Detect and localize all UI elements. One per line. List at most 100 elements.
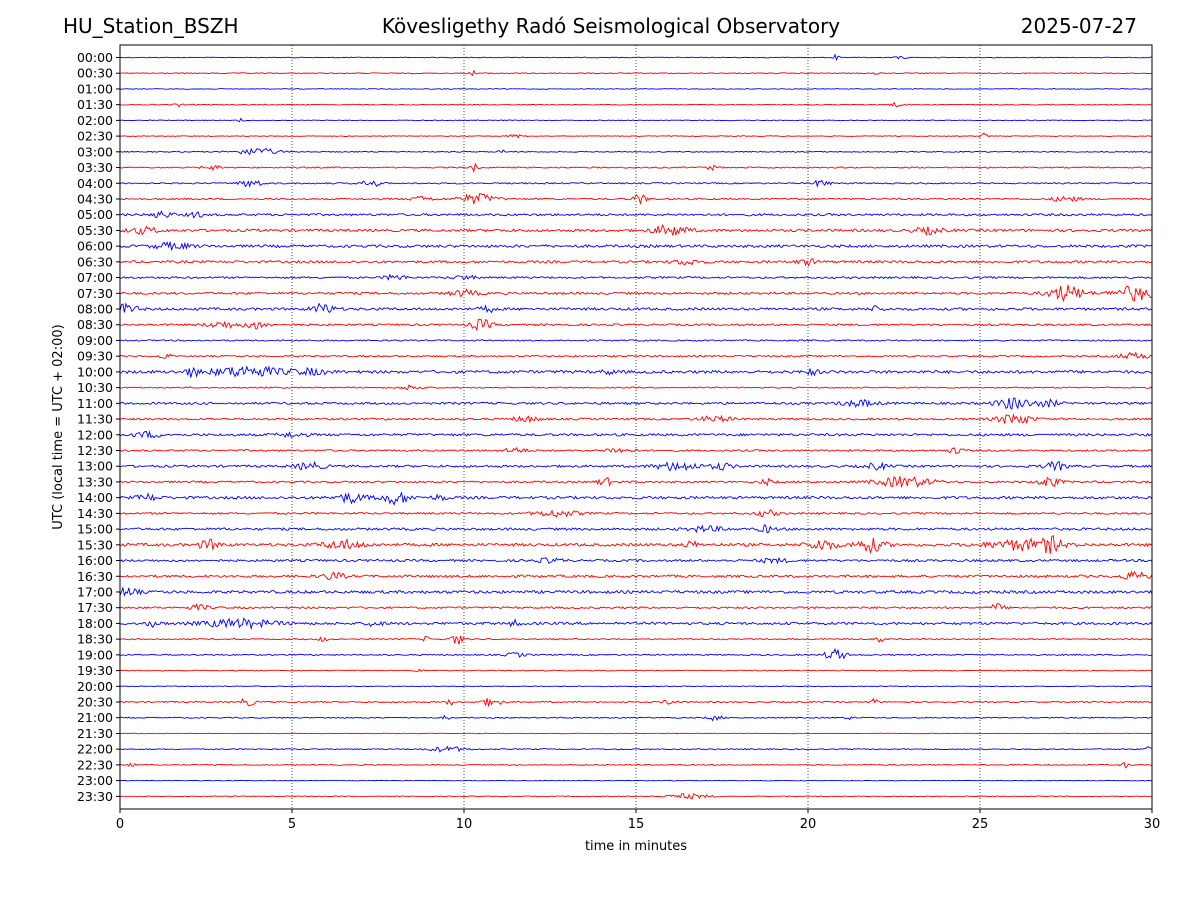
y-tick-label: 04:00: [77, 176, 113, 191]
y-tick-label: 15:30: [77, 537, 113, 552]
y-tick-label: 02:30: [77, 129, 113, 144]
trace-1900: [119, 647, 1152, 660]
trace-0600: [119, 241, 1153, 251]
y-tick-label: 08:00: [77, 302, 113, 317]
trace-1430: [119, 509, 1153, 518]
y-tick-label: 18:00: [77, 616, 113, 631]
y-tick-label: 10:00: [77, 364, 113, 379]
y-tick-label: 04:30: [77, 191, 113, 206]
y-tick-label: 17:30: [77, 600, 113, 615]
trace-0230: [119, 132, 1153, 139]
y-tick-label: 06:30: [77, 254, 113, 269]
y-tick-label: 22:00: [77, 742, 113, 757]
y-tick-label: 11:30: [77, 412, 113, 427]
x-tick-label: 20: [800, 817, 817, 832]
x-axis-label: time in minutes: [585, 839, 687, 854]
trace-1630: [119, 570, 1153, 580]
trace-2200: [119, 745, 1153, 753]
trace-0630: [119, 258, 1153, 267]
y-tick-label: 08:30: [77, 317, 113, 332]
y-tick-label: 23:30: [77, 789, 113, 804]
trace-1730: [119, 603, 1152, 612]
y-tick-label: 13:30: [77, 474, 113, 489]
x-tick-labels: 0 5 10 15 20 25 30: [116, 809, 1160, 832]
x-tick-label: 5: [288, 817, 296, 832]
y-tick-label: 12:00: [77, 427, 113, 442]
y-tick-label: 07:30: [77, 286, 113, 301]
trace-2230: [119, 761, 1153, 769]
y-tick-label: 20:00: [77, 679, 113, 694]
trace-0930: [119, 351, 1153, 360]
trace-0130: [119, 101, 1152, 108]
y-axis-label: UTC (local time = UTC + 02:00): [51, 324, 66, 529]
y-tick-label: 06:00: [77, 239, 113, 254]
trace-0900: [119, 339, 1153, 342]
y-tick-label: 10:30: [77, 380, 113, 395]
chart-title: Kövesligethy Radó Seismological Observat…: [381, 14, 841, 38]
y-tick-label: 09:00: [77, 333, 113, 348]
x-tick-label: 15: [628, 817, 645, 832]
y-tick-label: 14:30: [77, 506, 113, 521]
trace-1200: [120, 430, 1153, 439]
trace-1130: [119, 412, 1153, 425]
y-tick-label: 16:00: [77, 553, 113, 568]
trace-1330: [119, 476, 1153, 489]
trace-2130: [119, 732, 1153, 735]
y-tick-label: 17:00: [77, 584, 113, 599]
trace-2100: [120, 714, 1152, 722]
y-tick-label: 20:30: [77, 695, 113, 710]
y-tick-label: 03:30: [77, 160, 113, 175]
trace-1500: [119, 524, 1153, 534]
y-tick-label: 05:30: [77, 223, 113, 238]
y-tick-label: 07:00: [77, 270, 113, 285]
trace-2000: [119, 685, 1153, 688]
trace-0330: [119, 162, 1152, 174]
trace-0830: [119, 318, 1153, 332]
trace-1530: [119, 534, 1153, 555]
y-tick-label: 01:30: [77, 97, 113, 112]
trace-0500: [119, 210, 1153, 219]
y-tick-label: 02:00: [77, 113, 113, 128]
trace-1830: [119, 635, 1153, 645]
y-tick-label: 16:30: [77, 569, 113, 584]
trace-0530: [119, 223, 1153, 236]
trace-2030: [119, 697, 1153, 707]
trace-1030: [119, 384, 1153, 391]
trace-2330: [119, 792, 1152, 800]
trace-0000: [119, 53, 1152, 62]
y-tick-labels: 00:0000:3001:0001:3002:0002:3003:0003:30…: [77, 50, 120, 804]
y-tick-label: 23:00: [77, 773, 113, 788]
trace-0400: [119, 179, 1153, 188]
y-tick-label: 12:30: [77, 443, 113, 458]
y-tick-label: 00:00: [77, 50, 113, 65]
trace-1230: [119, 446, 1153, 455]
y-tick-label: 11:00: [77, 396, 113, 411]
trace-1400: [119, 492, 1153, 506]
x-tick-label: 25: [972, 817, 989, 832]
trace-group: [119, 53, 1153, 800]
y-tick-label: 19:00: [77, 647, 113, 662]
x-tick-label: 0: [116, 817, 124, 832]
trace-0300: [119, 147, 1153, 156]
y-tick-label: 19:30: [77, 663, 113, 678]
y-tick-label: 21:00: [77, 710, 113, 725]
trace-1800: [119, 617, 1153, 631]
y-tick-label: 05:00: [77, 207, 113, 222]
trace-0800: [119, 302, 1153, 314]
y-tick-label: 09:30: [77, 349, 113, 364]
grid-lines: [291, 45, 981, 809]
trace-1930: [119, 668, 1153, 673]
y-tick-label: 14:00: [77, 490, 113, 505]
y-tick-label: 00:30: [77, 66, 113, 81]
trace-1700: [119, 586, 1153, 597]
y-tick-label: 01:00: [77, 81, 113, 96]
trace-1300: [119, 460, 1153, 472]
y-tick-label: 18:30: [77, 632, 113, 647]
trace-0200: [119, 117, 1153, 123]
y-tick-label: 03:00: [77, 144, 113, 159]
y-tick-label: 22:30: [77, 757, 113, 772]
station-name: HU_Station_BSZH: [63, 14, 239, 38]
trace-1000: [119, 365, 1153, 379]
trace-0730: [120, 284, 1153, 303]
